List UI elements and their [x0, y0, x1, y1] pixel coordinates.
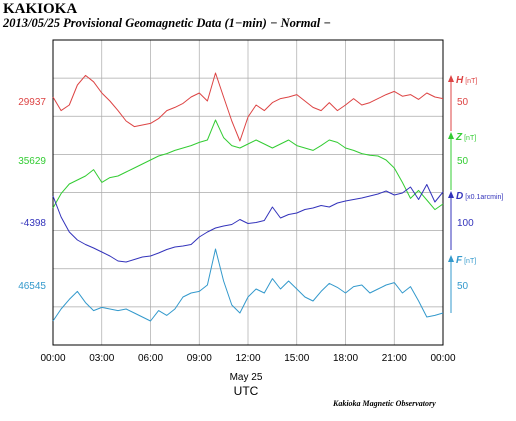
series-unit: [nT]	[464, 135, 476, 142]
series-name-z: Z [nT]	[455, 132, 476, 143]
series-name-h: H [nT]	[456, 75, 477, 86]
series-name-d: D [x0.1arcmin]	[456, 191, 503, 202]
x-tick-label: 12:00	[235, 353, 260, 364]
grid	[52, 39, 444, 346]
scale-label-h: 50	[457, 97, 469, 108]
series-name-f: F [nT]	[456, 255, 476, 266]
series-name-letter: D	[456, 191, 463, 202]
x-tick-label: 06:00	[138, 353, 163, 364]
series-unit: [nT]	[465, 78, 477, 85]
series-lines	[52, 72, 444, 322]
scale-arrow-head	[448, 255, 454, 262]
scale-label-z: 50	[457, 156, 469, 167]
x-tick-label: 00:00	[430, 353, 455, 364]
x-tick-label: 03:00	[89, 353, 114, 364]
series-line-z	[52, 119, 444, 211]
series-name-letter: F	[456, 255, 463, 266]
scale-label-f: 50	[457, 281, 469, 292]
x-tick-label: 09:00	[187, 353, 212, 364]
axis-labels: 00:00 03:00 06:00 09:00 12:00 15:00 18:00 21:00…	[18, 75, 503, 364]
scale-label-d: 100	[457, 218, 474, 229]
x-tick-label: 15:00	[284, 353, 309, 364]
scale-arrow-head	[448, 75, 454, 82]
x-date-label: May 25	[230, 372, 263, 383]
x-tick-label: 18:00	[333, 353, 358, 364]
x-axis-label: UTC	[234, 384, 259, 398]
scale-arrow-head	[448, 132, 454, 139]
series-name-letter: Z	[455, 132, 463, 143]
x-tick-label: 21:00	[382, 353, 407, 364]
series-line-d	[52, 184, 444, 263]
x-tick-label: 00:00	[40, 353, 65, 364]
series-line-h	[52, 72, 444, 142]
baseline-label-h: 29937	[18, 97, 46, 108]
chart-subtitle: 2013/05/25 Provisional Geomagnetic Data …	[3, 16, 331, 30]
chart-title: KAKIOKA	[3, 1, 78, 17]
baseline-label-z: 35629	[18, 156, 46, 167]
series-unit: [nT]	[464, 258, 476, 265]
scale-arrow-head	[448, 191, 454, 198]
baseline-label-d: -4398	[20, 218, 46, 229]
series-line-f	[52, 248, 444, 322]
baseline-label-f: 46545	[18, 281, 46, 292]
series-name-letter: H	[456, 75, 464, 86]
observatory-credit: Kakioka Magnetic Observatory	[333, 399, 436, 408]
series-unit: [x0.1arcmin]	[465, 194, 503, 201]
